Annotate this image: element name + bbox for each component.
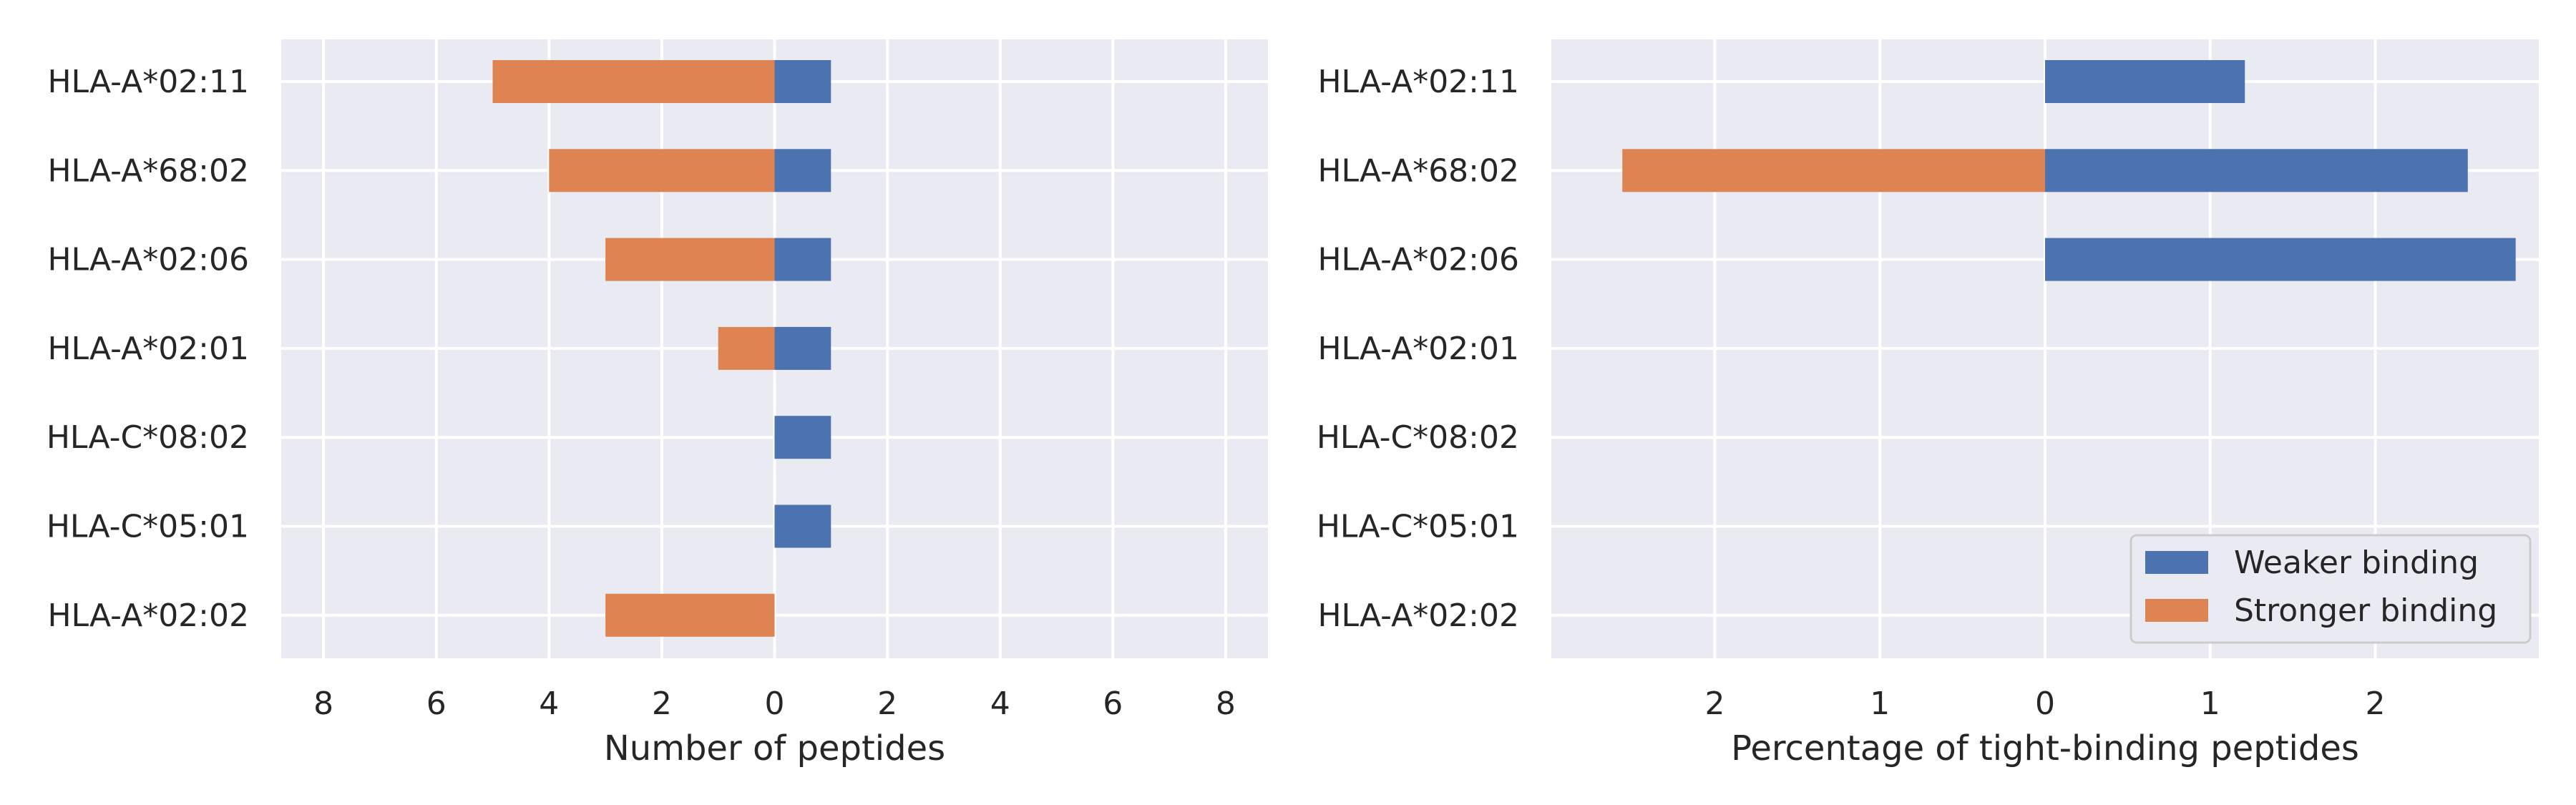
x-tick-label: 2 bbox=[1704, 686, 1724, 722]
bar-weaker-binding bbox=[774, 326, 831, 370]
y-tick-label: HLA-C*05:01 bbox=[47, 509, 249, 545]
x-tick-label: 1 bbox=[2200, 686, 2220, 722]
y-tick-label: HLA-A*68:02 bbox=[1317, 152, 1519, 189]
legend-swatch bbox=[2145, 599, 2208, 622]
y-tick-label: HLA-C*08:02 bbox=[1317, 419, 1519, 456]
x-tick-label: 2 bbox=[2366, 686, 2386, 722]
x-tick-label: 8 bbox=[1216, 686, 1236, 722]
bar-stronger-binding bbox=[549, 149, 775, 192]
bar-stronger-binding bbox=[605, 593, 775, 637]
y-tick-label: HLA-A*02:11 bbox=[1317, 64, 1519, 100]
y-tick-label: HLA-A*02:02 bbox=[1317, 597, 1519, 634]
bar-weaker-binding bbox=[774, 416, 831, 459]
bar-stronger-binding bbox=[605, 238, 775, 281]
x-tick-label: 6 bbox=[426, 686, 447, 722]
bar-weaker-binding bbox=[2045, 149, 2468, 192]
y-tick-label: HLA-A*02:06 bbox=[1317, 242, 1519, 278]
legend-box bbox=[2129, 534, 2532, 644]
legend-swatch bbox=[2145, 551, 2208, 574]
x-tick-label: 6 bbox=[1103, 686, 1123, 722]
x-axis-label: Percentage of tight-binding peptides bbox=[1731, 728, 2359, 769]
bar-weaker-binding bbox=[774, 60, 831, 103]
y-tick-label: HLA-C*08:02 bbox=[47, 419, 249, 456]
panel-2: 2 1 0 1 2 HLA-A*02:11 HLA-A*68:02 HLA-A*02:06 HL… bbox=[1317, 39, 2539, 769]
bar-weaker-binding bbox=[774, 149, 831, 192]
legend-label: Weaker binding bbox=[2234, 545, 2479, 581]
bar-weaker-binding bbox=[774, 504, 831, 548]
y-tick-label: HLA-A*02:06 bbox=[47, 242, 249, 278]
panel-1: 8 6 4 2 0 2 4 6 8 HLA-A*02:11 HLA-A*68:02 HLA-A*02:… bbox=[47, 39, 1268, 769]
x-tick-label: 1 bbox=[1870, 686, 1890, 722]
x-tick-label: 8 bbox=[313, 686, 333, 722]
x-tick-label: 4 bbox=[990, 686, 1010, 722]
bar-weaker-binding bbox=[2045, 238, 2516, 281]
x-tick-label: 4 bbox=[539, 686, 559, 722]
bar-weaker-binding bbox=[2045, 60, 2245, 103]
x-tick-label: 2 bbox=[877, 686, 897, 722]
y-tick-label: HLA-A*68:02 bbox=[47, 152, 249, 189]
x-tick-label: 0 bbox=[2035, 686, 2055, 722]
y-tick-label: HLA-A*02:11 bbox=[47, 64, 249, 100]
bar-stronger-binding bbox=[492, 60, 775, 103]
legend-label: Stronger binding bbox=[2234, 592, 2497, 629]
bar-stronger-binding bbox=[1622, 149, 2045, 192]
legend: Weaker binding Stronger binding bbox=[2129, 534, 2532, 644]
bar-stronger-binding bbox=[718, 326, 775, 370]
x-axis-label: Number of peptides bbox=[604, 728, 945, 769]
y-tick-label: HLA-A*02:01 bbox=[47, 331, 249, 367]
y-tick-label: HLA-A*02:02 bbox=[47, 597, 249, 634]
y-tick-label: HLA-C*05:01 bbox=[1317, 509, 1519, 545]
x-tick-label: 2 bbox=[652, 686, 672, 722]
y-tick-label: HLA-A*02:01 bbox=[1317, 331, 1519, 367]
x-tick-label: 0 bbox=[765, 686, 785, 722]
bar-weaker-binding bbox=[774, 238, 831, 281]
